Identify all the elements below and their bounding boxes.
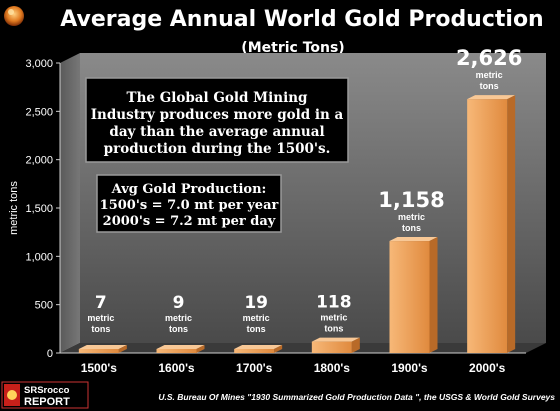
source-note: U.S. Bureau Of Mines "1930 Summarized Go… <box>158 392 555 402</box>
x-axis-categories: 1500's 1600's 1700's 1800's 1900's 2000's <box>81 361 506 375</box>
bar-unit-line-1: metric <box>87 313 114 323</box>
bar-unit-line-1: metric <box>476 70 503 80</box>
fact-line-1: The Global Gold Mining <box>127 90 308 106</box>
bar-side-face <box>351 337 360 353</box>
chart-header: Average Annual World Gold Production (Me… <box>4 6 544 56</box>
x-category-label: 1500's <box>81 361 118 375</box>
x-category-label: 1800's <box>314 361 351 375</box>
y-axis-ticks: 0 500 1,000 1,500 2,000 2,500 3,000 <box>25 58 60 360</box>
bar-top-face <box>389 237 438 242</box>
bar-1600's <box>156 345 205 353</box>
bar-front-face <box>78 349 119 353</box>
y-tick-label: 1,500 <box>25 203 53 215</box>
avg-1500s: 1500's = 7.0 mt per year <box>100 198 279 213</box>
y-tick-label: 0 <box>47 348 53 360</box>
fact-line-3: day than the average annual <box>109 124 324 140</box>
chart-title: Average Annual World Gold Production <box>60 7 543 32</box>
bar-1500's <box>78 345 127 353</box>
bar-value-label: 7 <box>95 293 107 313</box>
bar-front-face <box>467 99 508 353</box>
avg-heading: Avg Gold Production: <box>111 182 267 197</box>
logo-top-text: SRSrocco <box>24 385 70 396</box>
x-category-label: 1900's <box>391 361 428 375</box>
y-tick-label: 2,500 <box>25 106 53 118</box>
bar-front-face <box>234 349 275 353</box>
x-category-label: 1600's <box>158 361 195 375</box>
bar-unit-line-2: tons <box>247 324 266 334</box>
bar-front-face <box>311 341 352 353</box>
bar-side-face <box>196 345 205 353</box>
annotation-box-average: Avg Gold Production: 1500's = 7.0 mt per… <box>96 174 282 233</box>
bar-value-labels: 7metrictons9metrictons19metrictons118met… <box>87 46 522 334</box>
bar-1900's <box>389 237 438 353</box>
bar-top-face <box>234 345 283 349</box>
bar-unit-line-1: metric <box>243 313 270 323</box>
logo-bottom-text: REPORT <box>24 396 70 408</box>
bar-unit-line-2: tons <box>169 324 188 334</box>
bar-side-face <box>274 345 283 353</box>
x-category-label: 2000's <box>469 361 506 375</box>
srsrocco-logo: SRSrocco REPORT <box>1 381 89 409</box>
annotation-box-fact: The Global Gold Mining Industry produces… <box>85 77 349 163</box>
footer: SRSrocco REPORT U.S. Bureau Of Mines "19… <box>1 381 555 409</box>
bar-1800's <box>311 337 360 353</box>
y-tick-label: 500 <box>35 300 53 312</box>
fact-line-2: Industry produces more gold in a <box>91 107 344 123</box>
bar-front-face <box>389 241 430 353</box>
bar-top-face <box>467 95 516 100</box>
bar-unit-line-2: tons <box>402 223 421 233</box>
y-tick-label: 1,000 <box>25 251 53 263</box>
bar-top-face <box>156 345 205 349</box>
bar-value-label: 9 <box>173 293 185 313</box>
bar-front-face <box>156 349 197 353</box>
x-category-label: 1700's <box>236 361 273 375</box>
bar-value-label: 1,158 <box>378 188 444 212</box>
bar-value-label: 118 <box>316 293 352 313</box>
y-axis-label: metric tons <box>8 181 20 235</box>
bar-unit-line-2: tons <box>91 324 110 334</box>
bar-unit-line-1: metric <box>165 313 192 323</box>
bar-side-face <box>118 345 127 353</box>
bar-unit-line-1: metric <box>320 313 347 323</box>
bar-side-face <box>429 237 438 353</box>
y-tick-label: 3,000 <box>25 58 53 70</box>
plot-side-wall <box>60 53 80 353</box>
gold-nugget-icon <box>4 6 24 26</box>
bar-2000's <box>467 95 516 354</box>
avg-2000s: 2000's = 7.2 mt per day <box>103 214 276 229</box>
bar-side-face <box>507 95 516 354</box>
bar-value-label: 19 <box>244 293 268 313</box>
bar-unit-line-2: tons <box>480 81 499 91</box>
bar-unit-line-1: metric <box>398 212 425 222</box>
bar-top-face <box>78 345 127 349</box>
y-tick-label: 2,000 <box>25 155 53 167</box>
bar-series <box>78 95 516 354</box>
fact-line-4: production during the 1500's. <box>104 141 331 157</box>
chart-subtitle: (Metric Tons) <box>241 40 344 56</box>
bar-1700's <box>234 345 283 353</box>
bar-unit-line-2: tons <box>324 324 343 334</box>
bar-top-face <box>311 337 360 342</box>
bar-value-label: 2,626 <box>456 46 522 70</box>
